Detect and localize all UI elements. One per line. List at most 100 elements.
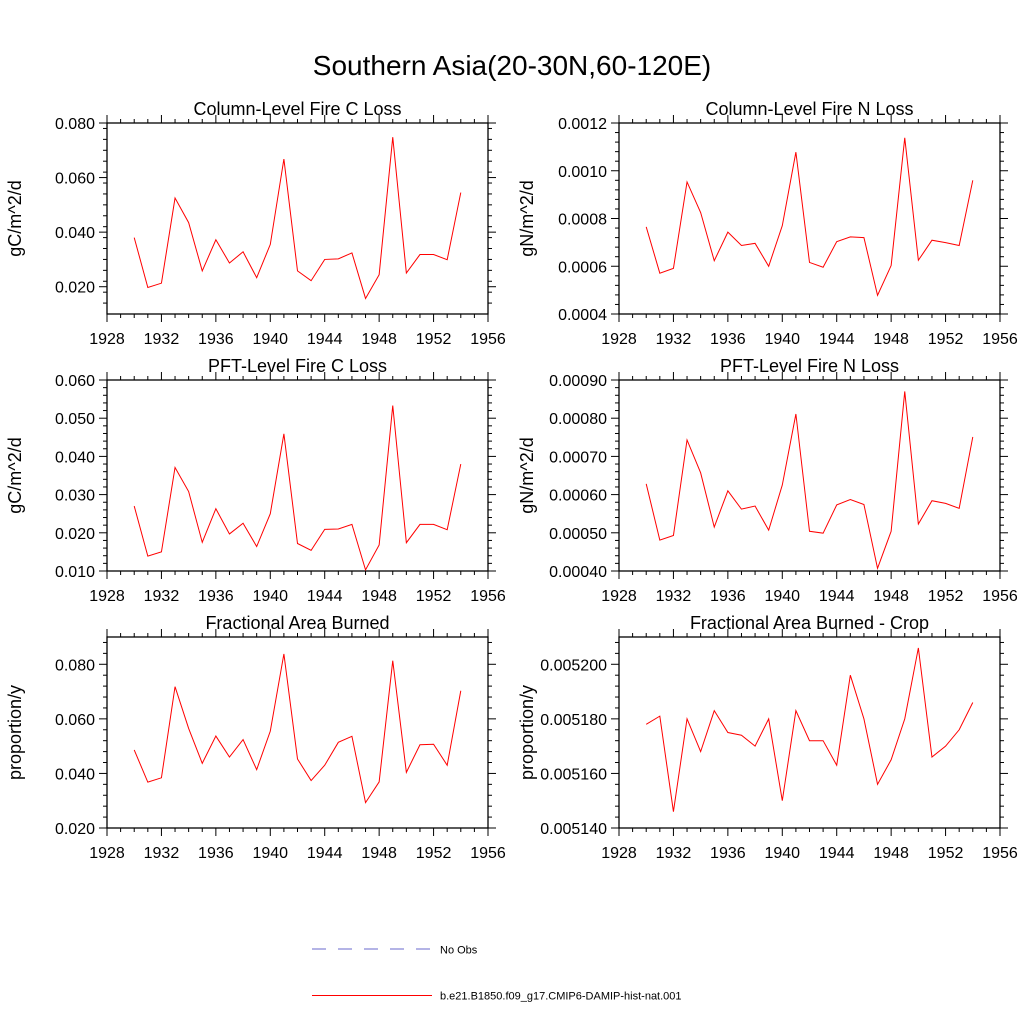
x-tick-label: 1940 xyxy=(252,588,288,605)
x-tick-label: 1932 xyxy=(656,331,692,348)
y-tick-label: 0.060 xyxy=(55,373,95,390)
x-tick-label: 1944 xyxy=(819,331,855,348)
x-tick-label: 1928 xyxy=(601,845,637,862)
series-line xyxy=(645,137,974,297)
x-tick-label: 1956 xyxy=(982,845,1018,862)
x-tick-label: 1940 xyxy=(764,331,800,348)
y-tick-label: 0.080 xyxy=(55,116,95,133)
x-tick-label: 1948 xyxy=(361,845,397,862)
y-tick-label: 0.005200 xyxy=(540,657,607,674)
x-tick-label: 1944 xyxy=(307,845,343,862)
y-axis-label: gN/m^2/d xyxy=(517,180,537,256)
y-tick-label: 0.0012 xyxy=(558,116,607,133)
legend-obs-label: No Obs xyxy=(440,945,478,957)
x-tick-label: 1928 xyxy=(89,588,125,605)
x-tick-label: 1952 xyxy=(928,845,964,862)
y-tick-label: 0.00090 xyxy=(549,373,607,390)
y-tick-label: 0.00040 xyxy=(549,564,607,581)
x-tick-label: 1952 xyxy=(928,331,964,348)
series-line xyxy=(133,137,462,300)
x-tick-label: 1928 xyxy=(601,588,637,605)
x-tick-label: 1952 xyxy=(416,331,452,348)
y-tick-label: 0.040 xyxy=(55,766,95,783)
y-tick-label: 0.00080 xyxy=(549,411,607,428)
x-tick-label: 1952 xyxy=(928,588,964,605)
y-tick-label: 0.0004 xyxy=(558,307,607,324)
x-tick-label: 1936 xyxy=(710,588,746,605)
x-tick-label: 1932 xyxy=(656,588,692,605)
x-tick-label: 1928 xyxy=(89,845,125,862)
x-tick-label: 1932 xyxy=(656,845,692,862)
y-tick-label: 0.020 xyxy=(55,821,95,838)
y-tick-label: 0.080 xyxy=(55,657,95,674)
chart-panel: Column-Level Fire N Loss gN/m^2/d 1928 1932… xyxy=(517,99,1018,348)
x-tick-label: 1936 xyxy=(710,331,746,348)
x-tick-label: 1940 xyxy=(764,588,800,605)
x-tick-label: 1944 xyxy=(819,845,855,862)
chart-panel: PFT-Level Fire C Loss gC/m^2/d 1928 1932 193… xyxy=(5,356,506,605)
x-tick-label: 1932 xyxy=(144,331,180,348)
x-tick-label: 1932 xyxy=(144,845,180,862)
plot-frame xyxy=(618,636,1001,829)
x-tick-label: 1944 xyxy=(307,588,343,605)
panel-title: PFT-Level Fire C Loss xyxy=(208,356,387,376)
figure-title: Southern Asia(20-30N,60-120E) xyxy=(313,50,711,81)
x-tick-label: 1952 xyxy=(416,845,452,862)
y-tick-label: 0.005180 xyxy=(540,712,607,729)
x-tick-label: 1940 xyxy=(252,845,288,862)
y-tick-label: 0.020 xyxy=(55,280,95,297)
x-tick-label: 1936 xyxy=(710,845,746,862)
y-axis-label: gC/m^2/d xyxy=(5,437,25,513)
y-axis-label: gC/m^2/d xyxy=(5,180,25,256)
legend: No Obs b.e21.B1850.f09_g17.CMIP6-DAMIP-h… xyxy=(312,945,682,1003)
y-tick-label: 0.0010 xyxy=(558,164,607,181)
x-tick-label: 1936 xyxy=(198,588,234,605)
x-tick-label: 1940 xyxy=(252,331,288,348)
x-tick-label: 1956 xyxy=(470,331,506,348)
y-tick-label: 0.0008 xyxy=(558,212,607,229)
y-tick-label: 0.005140 xyxy=(540,821,607,838)
y-tick-label: 0.040 xyxy=(55,449,95,466)
x-tick-label: 1940 xyxy=(764,845,800,862)
x-tick-label: 1928 xyxy=(601,331,637,348)
x-tick-label: 1956 xyxy=(470,588,506,605)
y-axis-label: proportion/y xyxy=(5,685,25,780)
legend-model-label: b.e21.B1850.f09_g17.CMIP6-DAMIP-hist-nat… xyxy=(440,991,682,1003)
series-line xyxy=(133,653,462,804)
x-tick-label: 1952 xyxy=(416,588,452,605)
plot-frame xyxy=(106,636,489,829)
x-tick-label: 1936 xyxy=(198,845,234,862)
x-tick-label: 1956 xyxy=(470,845,506,862)
series-line xyxy=(645,647,974,812)
panels: Column-Level Fire C Loss gC/m^2/d 1928 1932… xyxy=(5,99,1018,862)
x-tick-label: 1932 xyxy=(144,588,180,605)
x-tick-label: 1948 xyxy=(873,331,909,348)
x-tick-label: 1948 xyxy=(873,588,909,605)
x-tick-label: 1928 xyxy=(89,331,125,348)
plot-frame xyxy=(618,379,1001,572)
chart-panel: Fractional Area Burned proportion/y 1928 19… xyxy=(5,613,506,862)
y-axis-label: gN/m^2/d xyxy=(517,437,537,513)
x-tick-label: 1948 xyxy=(873,845,909,862)
series-line xyxy=(645,391,974,571)
panel-title: PFT-Level Fire N Loss xyxy=(720,356,899,376)
y-tick-label: 0.060 xyxy=(55,712,95,729)
x-tick-label: 1948 xyxy=(361,588,397,605)
x-tick-label: 1948 xyxy=(361,331,397,348)
plot-frame xyxy=(106,122,489,315)
y-tick-label: 0.010 xyxy=(55,564,95,581)
y-tick-label: 0.00060 xyxy=(549,488,607,505)
x-tick-label: 1936 xyxy=(198,331,234,348)
chart-panel: Column-Level Fire C Loss gC/m^2/d 1928 1932… xyxy=(5,99,506,348)
x-tick-label: 1944 xyxy=(819,588,855,605)
y-tick-label: 0.00070 xyxy=(549,449,607,466)
x-tick-label: 1956 xyxy=(982,331,1018,348)
panel-title: Column-Level Fire N Loss xyxy=(705,99,913,119)
chart-panel: Fractional Area Burned - Crop proportion/… xyxy=(517,613,1018,862)
x-tick-label: 1956 xyxy=(982,588,1018,605)
panel-title: Fractional Area Burned xyxy=(205,613,389,633)
y-axis-label: proportion/y xyxy=(517,685,537,780)
x-tick-label: 1944 xyxy=(307,331,343,348)
panel-title: Fractional Area Burned - Crop xyxy=(690,613,929,633)
